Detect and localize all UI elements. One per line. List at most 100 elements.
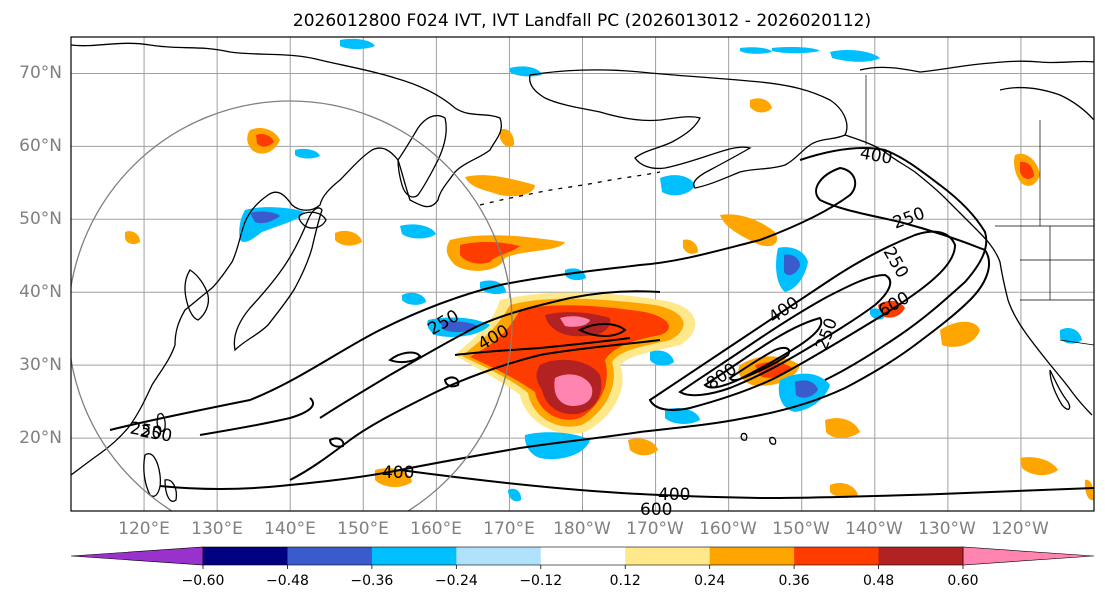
lon-label: 170°W	[626, 519, 684, 539]
pc-neg-blob-dark-175e	[440, 321, 478, 333]
lon-label: 150°E	[337, 519, 389, 539]
pc-blob-central-pink2	[560, 316, 590, 327]
colorbar-tick-label: −0.12	[519, 573, 562, 589]
contour-label: 600	[640, 500, 672, 520]
pc-blob-ne-alaska	[750, 98, 772, 113]
colorbar-segment	[203, 547, 288, 565]
pc-neg-blob-160e-52n	[295, 148, 320, 159]
coastline-hawaii	[740, 432, 748, 441]
coastline-hawaii2	[769, 436, 777, 445]
pc-neg-blob-top1	[340, 38, 375, 49]
colorbar-tick-label: −0.48	[266, 573, 309, 589]
pc-neg-blob-top4	[740, 47, 772, 54]
pc-blob-140w-15n	[830, 483, 858, 498]
colorbar-segment	[540, 547, 626, 565]
ivt-contour-small4	[328, 437, 345, 448]
pc-blob-175w-60n	[500, 129, 515, 147]
pc-neg-blob-180-15n	[508, 488, 522, 502]
ivt-contour-400-east	[799, 147, 988, 381]
pc-blob-165w-20n	[628, 438, 658, 456]
colorbar: −0.60 −0.48 −0.36 −0.24 −0.12 0.12 0.24 0.36 0.4…	[70, 546, 1095, 589]
pc-blob-155w-42n	[683, 239, 698, 254]
ivt-contour-small1	[388, 351, 422, 364]
contour-label: 400	[658, 485, 690, 505]
latitude-labels: 20°N 30°N 40°N 50°N 60°N 70°N	[19, 63, 62, 448]
colorbar-segment	[287, 547, 373, 565]
pc-neg-blob-top5	[772, 47, 820, 54]
longitude-labels: 120°E 130°E 140°E 150°E 160°E 170°E 180°…	[118, 519, 1049, 539]
pc-blob-kamchatka	[465, 175, 535, 197]
lon-label: 140°E	[264, 519, 316, 539]
coastlines	[70, 42, 1095, 502]
coastline-hudson	[999, 86, 1095, 121]
lon-label: 130°E	[191, 519, 243, 539]
pc-blob-lower-right	[1084, 479, 1094, 501]
lon-label: 150°W	[772, 519, 830, 539]
pc-blob-155e-45n	[335, 230, 362, 246]
border-us-mex	[1059, 339, 1095, 346]
colorbar-segment	[709, 547, 795, 565]
colorbar-over-triangle	[962, 546, 1095, 566]
lon-label: 130°W	[918, 519, 976, 539]
coastline-taiwan	[156, 412, 166, 432]
map-frame	[70, 36, 1095, 512]
ivt-contour-jet-4	[728, 346, 791, 382]
pc-neg-blob-west-coast	[1060, 328, 1082, 344]
ivt-contour-small3	[443, 376, 460, 388]
pc-blob-sw-coast	[940, 321, 980, 347]
colorbar-frame	[202, 546, 964, 566]
colorbar-tick-label: 0.36	[779, 573, 810, 589]
pc-blob-north-red	[460, 242, 520, 264]
borders	[865, 75, 1095, 346]
pc-neg-blob-165w-30n	[650, 350, 674, 366]
colorbar-tick-label: 0.48	[863, 573, 894, 589]
lon-label: 120°W	[991, 519, 1049, 539]
coastline-philippines2	[164, 479, 178, 502]
lon-label: 160°E	[410, 519, 462, 539]
coastline-hokkaido	[298, 211, 327, 229]
colorbar-segment	[456, 547, 542, 565]
lon-label: 140°W	[845, 519, 903, 539]
pc-blob-central-pink	[554, 374, 593, 406]
map-title: 2026012800 F024 IVT, IVT Landfall PC (20…	[293, 11, 871, 31]
colorbar-segment	[625, 547, 711, 565]
pc-neg-blob-150w-25n-dark	[795, 380, 818, 398]
coastline-philippines	[143, 453, 162, 497]
pc-blob-130w-55n-red	[1020, 161, 1034, 179]
lat-label-50: 50°N	[19, 209, 62, 229]
lon-label: 170°E	[483, 519, 535, 539]
coastline-japan	[233, 207, 323, 352]
pc-neg-blob-170e-42n	[400, 224, 436, 239]
colorbar-tick-label: −0.36	[350, 573, 393, 589]
lat-label-30: 30°N	[19, 355, 62, 375]
colorbar-under-triangle	[70, 546, 204, 566]
map-panel: 250 400 250 400 600 800 250 250 400 600 …	[70, 36, 1095, 520]
pc-blob-125w-15n	[1020, 457, 1058, 476]
pc-blob-160w-20n	[825, 418, 860, 438]
colorbar-segment	[794, 547, 880, 565]
contour-label: 400	[382, 463, 414, 483]
lon-label: 180°W	[553, 519, 611, 539]
reference-circle	[71, 100, 513, 511]
pc-neg-blob-top2	[830, 50, 880, 62]
colorbar-tick-label: 0.12	[610, 573, 641, 589]
pc-neg-blob-japan-dark	[250, 211, 280, 224]
coastline-na-west	[844, 134, 1093, 416]
colorbar-tick-label: −0.60	[182, 573, 225, 589]
ivt-contour-jet-2	[678, 273, 892, 397]
ivt-contour-small2	[577, 323, 627, 337]
coastline-baja	[1049, 369, 1071, 410]
colorbar-tick-label: 0.60	[947, 573, 978, 589]
lat-label-70: 70°N	[19, 63, 62, 83]
lon-label: 120°E	[118, 519, 170, 539]
lat-label-20: 20°N	[19, 428, 62, 448]
lon-label: 160°W	[699, 519, 757, 539]
ivt-contour-250-b	[319, 290, 661, 419]
coastline-alaska	[529, 69, 848, 189]
ivt-contour-250-tail	[199, 397, 315, 436]
ivt-contour-400-b	[454, 337, 631, 356]
coastline-asia	[70, 42, 502, 476]
coastline-aleutians	[479, 171, 661, 206]
coastline-na-arctic	[859, 60, 1095, 73]
